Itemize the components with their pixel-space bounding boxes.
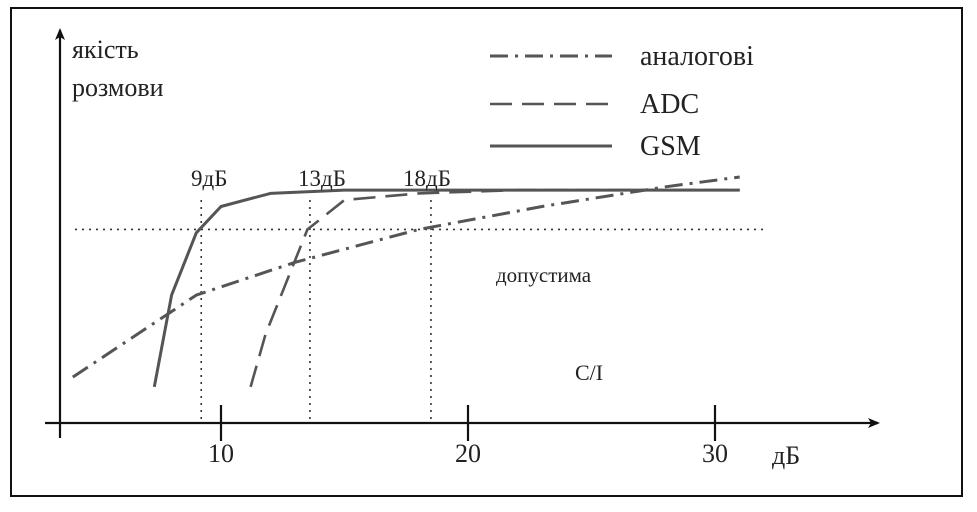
legend-label: GSM	[640, 131, 701, 162]
guide-lines-layer	[75, 200, 765, 423]
annotation-18db: 18дБ	[403, 166, 451, 191]
series-layer	[71, 175, 740, 388]
region-label: C/I	[575, 360, 603, 385]
legend-layer: аналогові ADC GSM	[490, 41, 754, 162]
series-line-dash-dot	[71, 175, 740, 379]
x-tick-label: 10	[208, 439, 234, 468]
x-tick-label: 30	[702, 439, 728, 468]
x-axis-label: дБ	[772, 441, 800, 470]
annotation-13db: 13дБ	[298, 166, 346, 191]
y-axis-label-line1: якість	[72, 35, 139, 64]
series-line-dashed	[249, 188, 740, 388]
figure-frame	[10, 7, 963, 497]
legend-label: ADC	[640, 89, 699, 120]
y-axis-label-line2: розмови	[72, 73, 164, 102]
x-ticks-layer: 10 20 30	[208, 405, 728, 468]
threshold-label: допустима	[496, 263, 592, 287]
legend-label: аналогові	[640, 41, 754, 72]
series-line-solid	[152, 188, 740, 388]
x-tick-label: 20	[455, 439, 481, 468]
annotation-9db: 9дБ	[191, 166, 227, 191]
